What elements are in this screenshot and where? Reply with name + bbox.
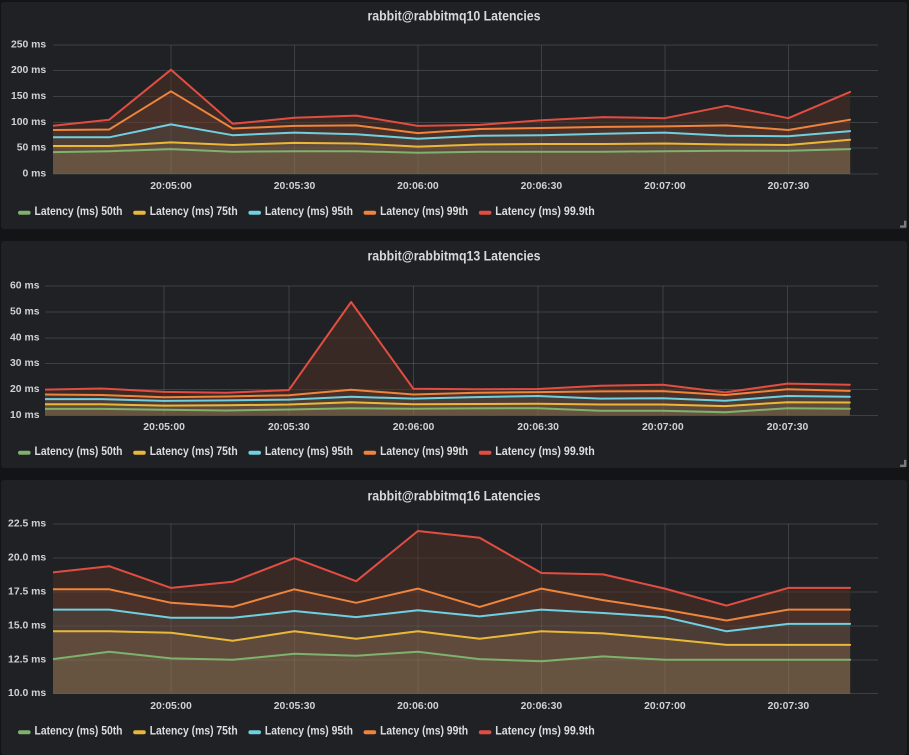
svg-text:12.5 ms: 12.5 ms xyxy=(8,654,46,665)
svg-text:20:07:00: 20:07:00 xyxy=(644,181,686,192)
svg-text:Latency (ms) 50th: Latency (ms) 50th xyxy=(35,446,123,458)
svg-text:Latency (ms) 75th: Latency (ms) 75th xyxy=(150,206,238,218)
svg-text:20:07:30: 20:07:30 xyxy=(768,181,810,192)
svg-text:10.0 ms: 10.0 ms xyxy=(8,688,46,699)
svg-text:0 ms: 0 ms xyxy=(23,168,47,179)
svg-text:250 ms: 250 ms xyxy=(11,39,46,50)
svg-text:22.5 ms: 22.5 ms xyxy=(8,519,46,530)
svg-text:Latency (ms) 99.9th: Latency (ms) 99.9th xyxy=(495,206,594,218)
svg-text:Latency (ms) 95th: Latency (ms) 95th xyxy=(265,206,353,218)
svg-text:rabbit@rabbitmq16 Latencies: rabbit@rabbitmq16 Latencies xyxy=(368,488,541,504)
svg-text:Latency (ms) 99.9th: Latency (ms) 99.9th xyxy=(495,446,594,458)
svg-text:60 ms: 60 ms xyxy=(10,281,40,292)
svg-text:20:06:00: 20:06:00 xyxy=(397,701,439,712)
svg-text:20:05:00: 20:05:00 xyxy=(150,181,192,192)
svg-text:20:05:00: 20:05:00 xyxy=(143,422,185,433)
svg-text:20.0 ms: 20.0 ms xyxy=(8,553,46,564)
svg-text:50 ms: 50 ms xyxy=(17,143,47,154)
svg-text:20:06:30: 20:06:30 xyxy=(521,701,563,712)
svg-text:Latency (ms) 50th: Latency (ms) 50th xyxy=(35,206,123,218)
svg-text:20:06:30: 20:06:30 xyxy=(521,181,563,192)
svg-text:20:06:00: 20:06:00 xyxy=(393,422,435,433)
svg-text:Latency (ms) 99.9th: Latency (ms) 99.9th xyxy=(495,725,594,737)
svg-text:Latency (ms) 99th: Latency (ms) 99th xyxy=(380,206,468,218)
svg-text:15.0 ms: 15.0 ms xyxy=(8,620,46,631)
svg-text:150 ms: 150 ms xyxy=(11,91,46,102)
svg-text:Latency (ms) 75th: Latency (ms) 75th xyxy=(150,725,238,737)
svg-text:200 ms: 200 ms xyxy=(11,65,46,76)
svg-text:100 ms: 100 ms xyxy=(11,117,46,128)
svg-text:Latency (ms) 75th: Latency (ms) 75th xyxy=(150,446,238,458)
svg-text:50 ms: 50 ms xyxy=(10,307,40,318)
svg-text:Latency (ms) 99th: Latency (ms) 99th xyxy=(380,446,468,458)
svg-text:Latency (ms) 95th: Latency (ms) 95th xyxy=(265,446,353,458)
svg-text:20:06:30: 20:06:30 xyxy=(517,422,559,433)
svg-text:Latency (ms) 50th: Latency (ms) 50th xyxy=(35,725,123,737)
svg-text:rabbit@rabbitmq13 Latencies: rabbit@rabbitmq13 Latencies xyxy=(368,248,541,264)
svg-text:20:05:00: 20:05:00 xyxy=(150,701,192,712)
svg-text:40 ms: 40 ms xyxy=(10,332,40,343)
svg-text:20:07:00: 20:07:00 xyxy=(644,701,686,712)
svg-text:17.5 ms: 17.5 ms xyxy=(8,587,46,598)
svg-text:20 ms: 20 ms xyxy=(10,384,40,395)
svg-text:20:05:30: 20:05:30 xyxy=(274,701,316,712)
svg-text:20:06:00: 20:06:00 xyxy=(397,181,439,192)
svg-text:20:07:00: 20:07:00 xyxy=(642,422,684,433)
svg-text:Latency (ms) 99th: Latency (ms) 99th xyxy=(380,725,468,737)
svg-text:30 ms: 30 ms xyxy=(10,358,40,369)
svg-text:20:05:30: 20:05:30 xyxy=(274,181,316,192)
svg-text:20:05:30: 20:05:30 xyxy=(268,422,310,433)
svg-text:20:07:30: 20:07:30 xyxy=(768,701,810,712)
svg-text:10 ms: 10 ms xyxy=(10,410,40,421)
svg-text:rabbit@rabbitmq10 Latencies: rabbit@rabbitmq10 Latencies xyxy=(368,8,541,24)
svg-text:20:07:30: 20:07:30 xyxy=(767,422,809,433)
svg-text:Latency (ms) 95th: Latency (ms) 95th xyxy=(265,725,353,737)
